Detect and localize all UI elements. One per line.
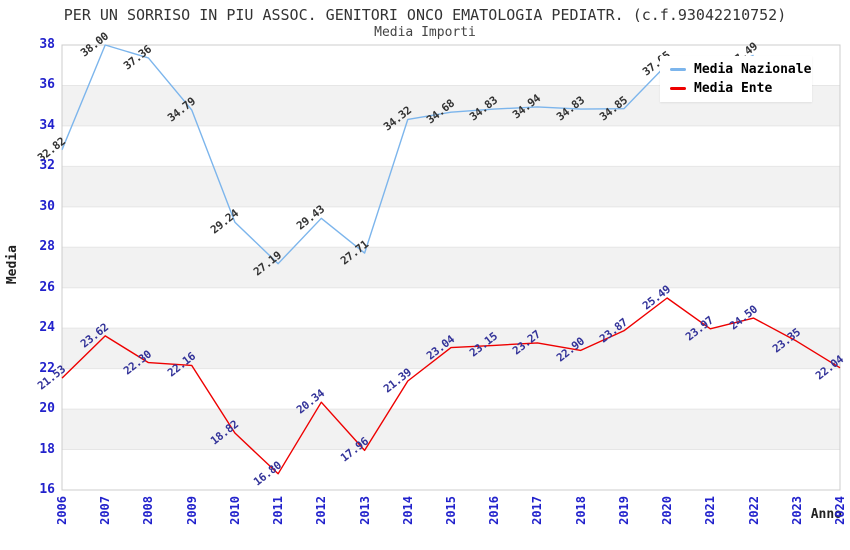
x-axis-title: Anno (810, 507, 842, 522)
legend-item-media-nazionale[interactable]: Media Nazionale (670, 60, 812, 79)
media-nazionale-line-icon (670, 68, 686, 71)
legend-item-media-ente[interactable]: Media Ente (670, 79, 812, 98)
plot-band (62, 166, 840, 207)
chart-subtitle: Media Importi (374, 25, 476, 40)
legend[interactable]: Media Nazionale Media Ente (660, 56, 812, 102)
plot-band (62, 247, 840, 288)
chart-title: PER UN SORRISO IN PIU ASSOC. GENITORI ON… (63, 6, 787, 24)
series-line-media-nazionale (61, 44, 754, 265)
legend-label: Media Ente (694, 81, 773, 96)
series-line-media-ente (61, 297, 841, 475)
plot-band (62, 409, 840, 450)
media-ente-line-icon (670, 87, 686, 90)
legend-label: Media Nazionale (694, 62, 812, 77)
plot-border (61, 44, 841, 491)
